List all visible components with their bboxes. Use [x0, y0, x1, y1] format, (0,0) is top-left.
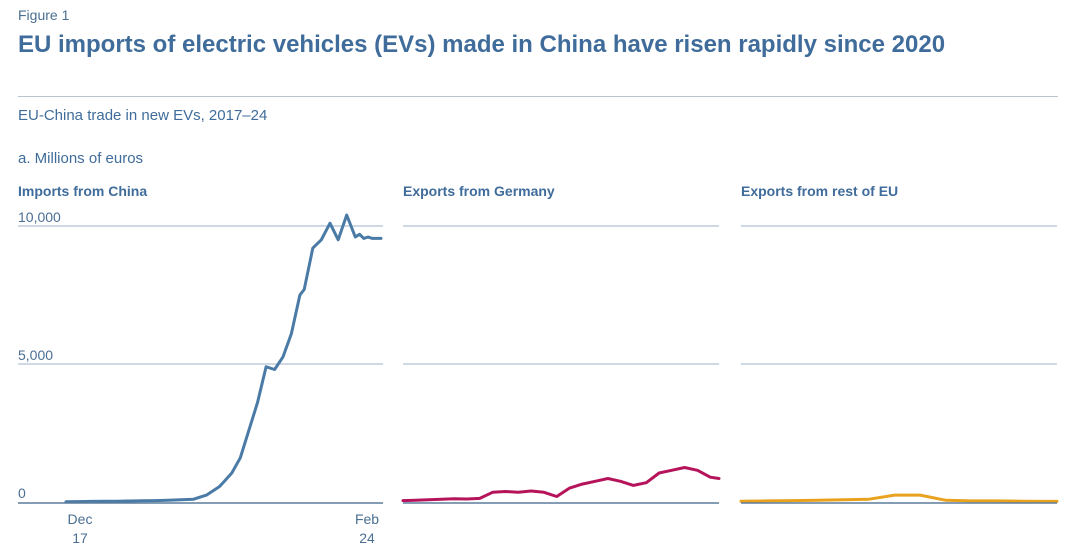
series-line-exports-from-rest-of-eu	[739, 493, 1059, 503]
chart-title-exports-germany: Exports from Germany	[403, 183, 555, 199]
x-tick-label-year: 24	[359, 530, 375, 546]
chart-title-imports-china: Imports from China	[18, 183, 148, 199]
figure-title: EU imports of electric vehicles (EVs) ma…	[18, 31, 946, 58]
figure-subtitle: EU-China trade in new EVs, 2017–24	[18, 107, 268, 124]
series-line-imports-from-china	[64, 213, 383, 504]
x-tick-label-month: Dec	[68, 511, 93, 527]
panel-label: a. Millions of euros	[18, 150, 144, 167]
y-tick-label: 0	[18, 485, 26, 501]
y-tick-label: 10,000	[18, 209, 61, 225]
series-line-exports-from-germany	[401, 466, 721, 503]
chart-title-exports-rest-eu: Exports from rest of EU	[741, 183, 899, 199]
x-tick-label-year: 17	[72, 530, 88, 546]
figure-label: Figure 1	[18, 7, 70, 23]
x-tick-label-month: Feb	[355, 511, 379, 527]
title-divider	[18, 96, 1058, 97]
y-tick-label: 5,000	[18, 347, 53, 363]
